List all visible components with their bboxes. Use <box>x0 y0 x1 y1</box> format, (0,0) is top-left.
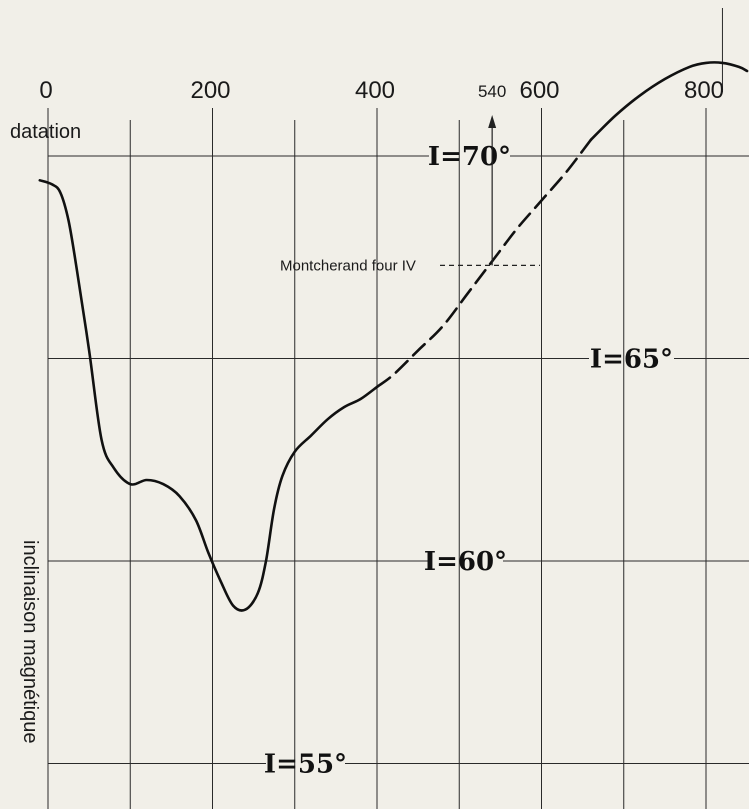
annotation-montcherand: Montcherand four IV <box>280 257 416 274</box>
level-label-60: I=60° <box>424 547 507 577</box>
x-tick-label-200: 200 <box>190 77 230 104</box>
level-label-70: I=70° <box>428 142 511 172</box>
x-tick-label-400: 400 <box>355 77 395 104</box>
curve-segment-3-solid <box>589 61 749 142</box>
x-axis-label: datation <box>10 121 81 143</box>
level-label-55: I=55° <box>264 750 347 780</box>
inclination-curve <box>38 61 749 612</box>
annotation-540-label: 540 <box>478 82 506 101</box>
horizontal-gridlines <box>48 155 749 764</box>
x-tick-labels: 0 200 400 600 800 <box>39 77 724 104</box>
vertical-gridlines <box>47 8 723 809</box>
x-tick-label-0: 0 <box>39 77 52 104</box>
x-tick-label-800: 800 <box>684 77 724 104</box>
curve-segment-2-dashed <box>375 138 593 389</box>
level-label-65: I=65° <box>590 345 673 375</box>
annotation-arrowhead <box>488 115 497 128</box>
annotation-group: Montcherand four IV 540 <box>280 82 540 274</box>
y-axis-label: inclinaison magnétique <box>19 540 41 743</box>
curve-segment-1-solid <box>38 179 379 612</box>
inclination-level-labels: I=70° I=65° I=60° I=55° <box>264 142 673 780</box>
x-tick-label-600: 600 <box>519 77 559 104</box>
